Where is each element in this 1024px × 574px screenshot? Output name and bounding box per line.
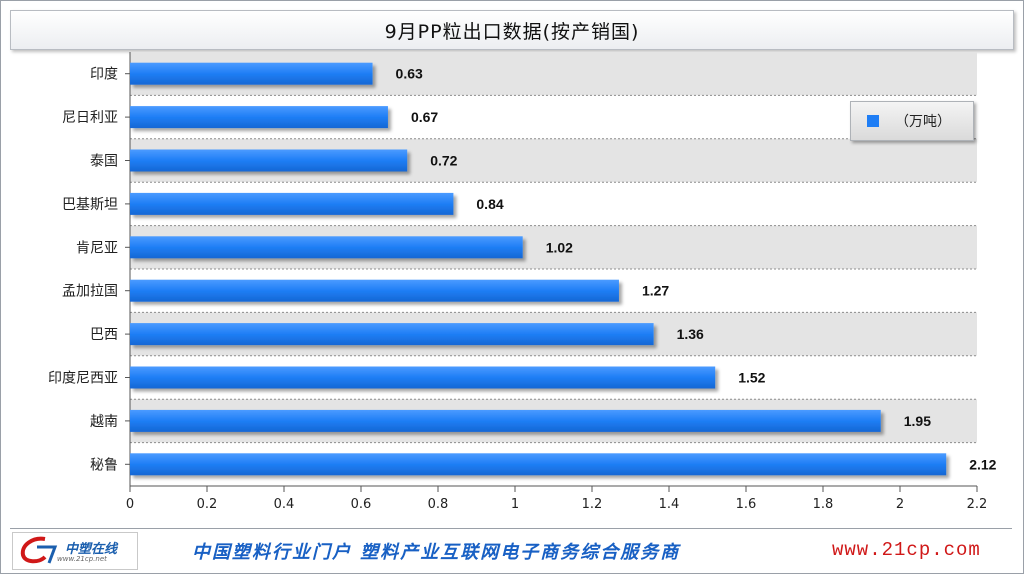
x-tick-label: 1	[511, 497, 519, 512]
data-label: 1.02	[546, 239, 573, 255]
data-label: 2.12	[969, 456, 996, 472]
logo[interactable]: 中塑在线 www.21cp.net	[12, 532, 138, 570]
bar	[130, 192, 454, 215]
bar	[130, 409, 881, 432]
data-label: 0.84	[476, 196, 503, 212]
bar	[130, 149, 408, 172]
title-bar: 9月PP粒出口数据(按产销国)	[10, 10, 1014, 50]
category-label: 尼日利亚	[62, 110, 118, 126]
bar	[130, 366, 716, 389]
data-label: 1.52	[738, 370, 765, 386]
x-tick-label: 0.8	[428, 497, 449, 512]
x-tick-label: 1.6	[736, 497, 757, 512]
footer-slogan: 中国塑料行业门户 塑料产业互联网电子商务综合服务商	[192, 542, 681, 563]
category-label: 越南	[90, 414, 118, 430]
x-tick-label: 2.2	[967, 497, 988, 512]
data-label: 1.36	[677, 326, 704, 342]
legend-swatch	[867, 115, 879, 127]
x-tick-label: 0	[126, 497, 134, 512]
category-label: 孟加拉国	[62, 284, 118, 300]
data-label: 0.67	[411, 109, 438, 125]
x-tick-label: 1.8	[813, 497, 834, 512]
logo-subtext: www.21cp.net	[57, 555, 107, 563]
bar	[130, 453, 947, 476]
bar	[130, 106, 388, 129]
legend-label: （万吨）	[895, 114, 951, 130]
bar	[130, 323, 654, 346]
x-tick-label: 0.4	[274, 497, 295, 512]
category-label: 泰国	[90, 154, 118, 170]
data-label: 1.27	[642, 283, 669, 299]
x-tick-label: 0.2	[197, 497, 218, 512]
category-label: 肯尼亚	[76, 240, 118, 256]
legend: （万吨）	[850, 101, 974, 141]
bar	[130, 279, 619, 302]
category-label: 秘鲁	[90, 457, 118, 473]
x-tick-label: 2	[896, 497, 904, 512]
logo-mark-icon	[20, 536, 58, 564]
bar	[130, 62, 373, 85]
category-label: 巴基斯坦	[62, 196, 118, 213]
x-tick-label: 1.4	[659, 497, 680, 512]
x-tick-label: 1.2	[582, 497, 603, 512]
chart-title: 9月PP粒出口数据(按产销国)	[384, 20, 640, 43]
category-label: 印度	[90, 67, 118, 83]
data-label: 0.63	[396, 66, 423, 82]
x-tick-label: 0.6	[351, 497, 372, 512]
footer-url[interactable]: www.21cp.com	[832, 539, 981, 561]
footer-divider	[10, 528, 1012, 529]
logo-text: 中塑在线	[65, 542, 118, 557]
data-label: 0.72	[430, 153, 457, 169]
data-label: 1.95	[904, 413, 931, 429]
category-label: 巴西	[90, 327, 118, 343]
category-label: 印度尼西亚	[48, 371, 118, 387]
bar	[130, 236, 523, 259]
